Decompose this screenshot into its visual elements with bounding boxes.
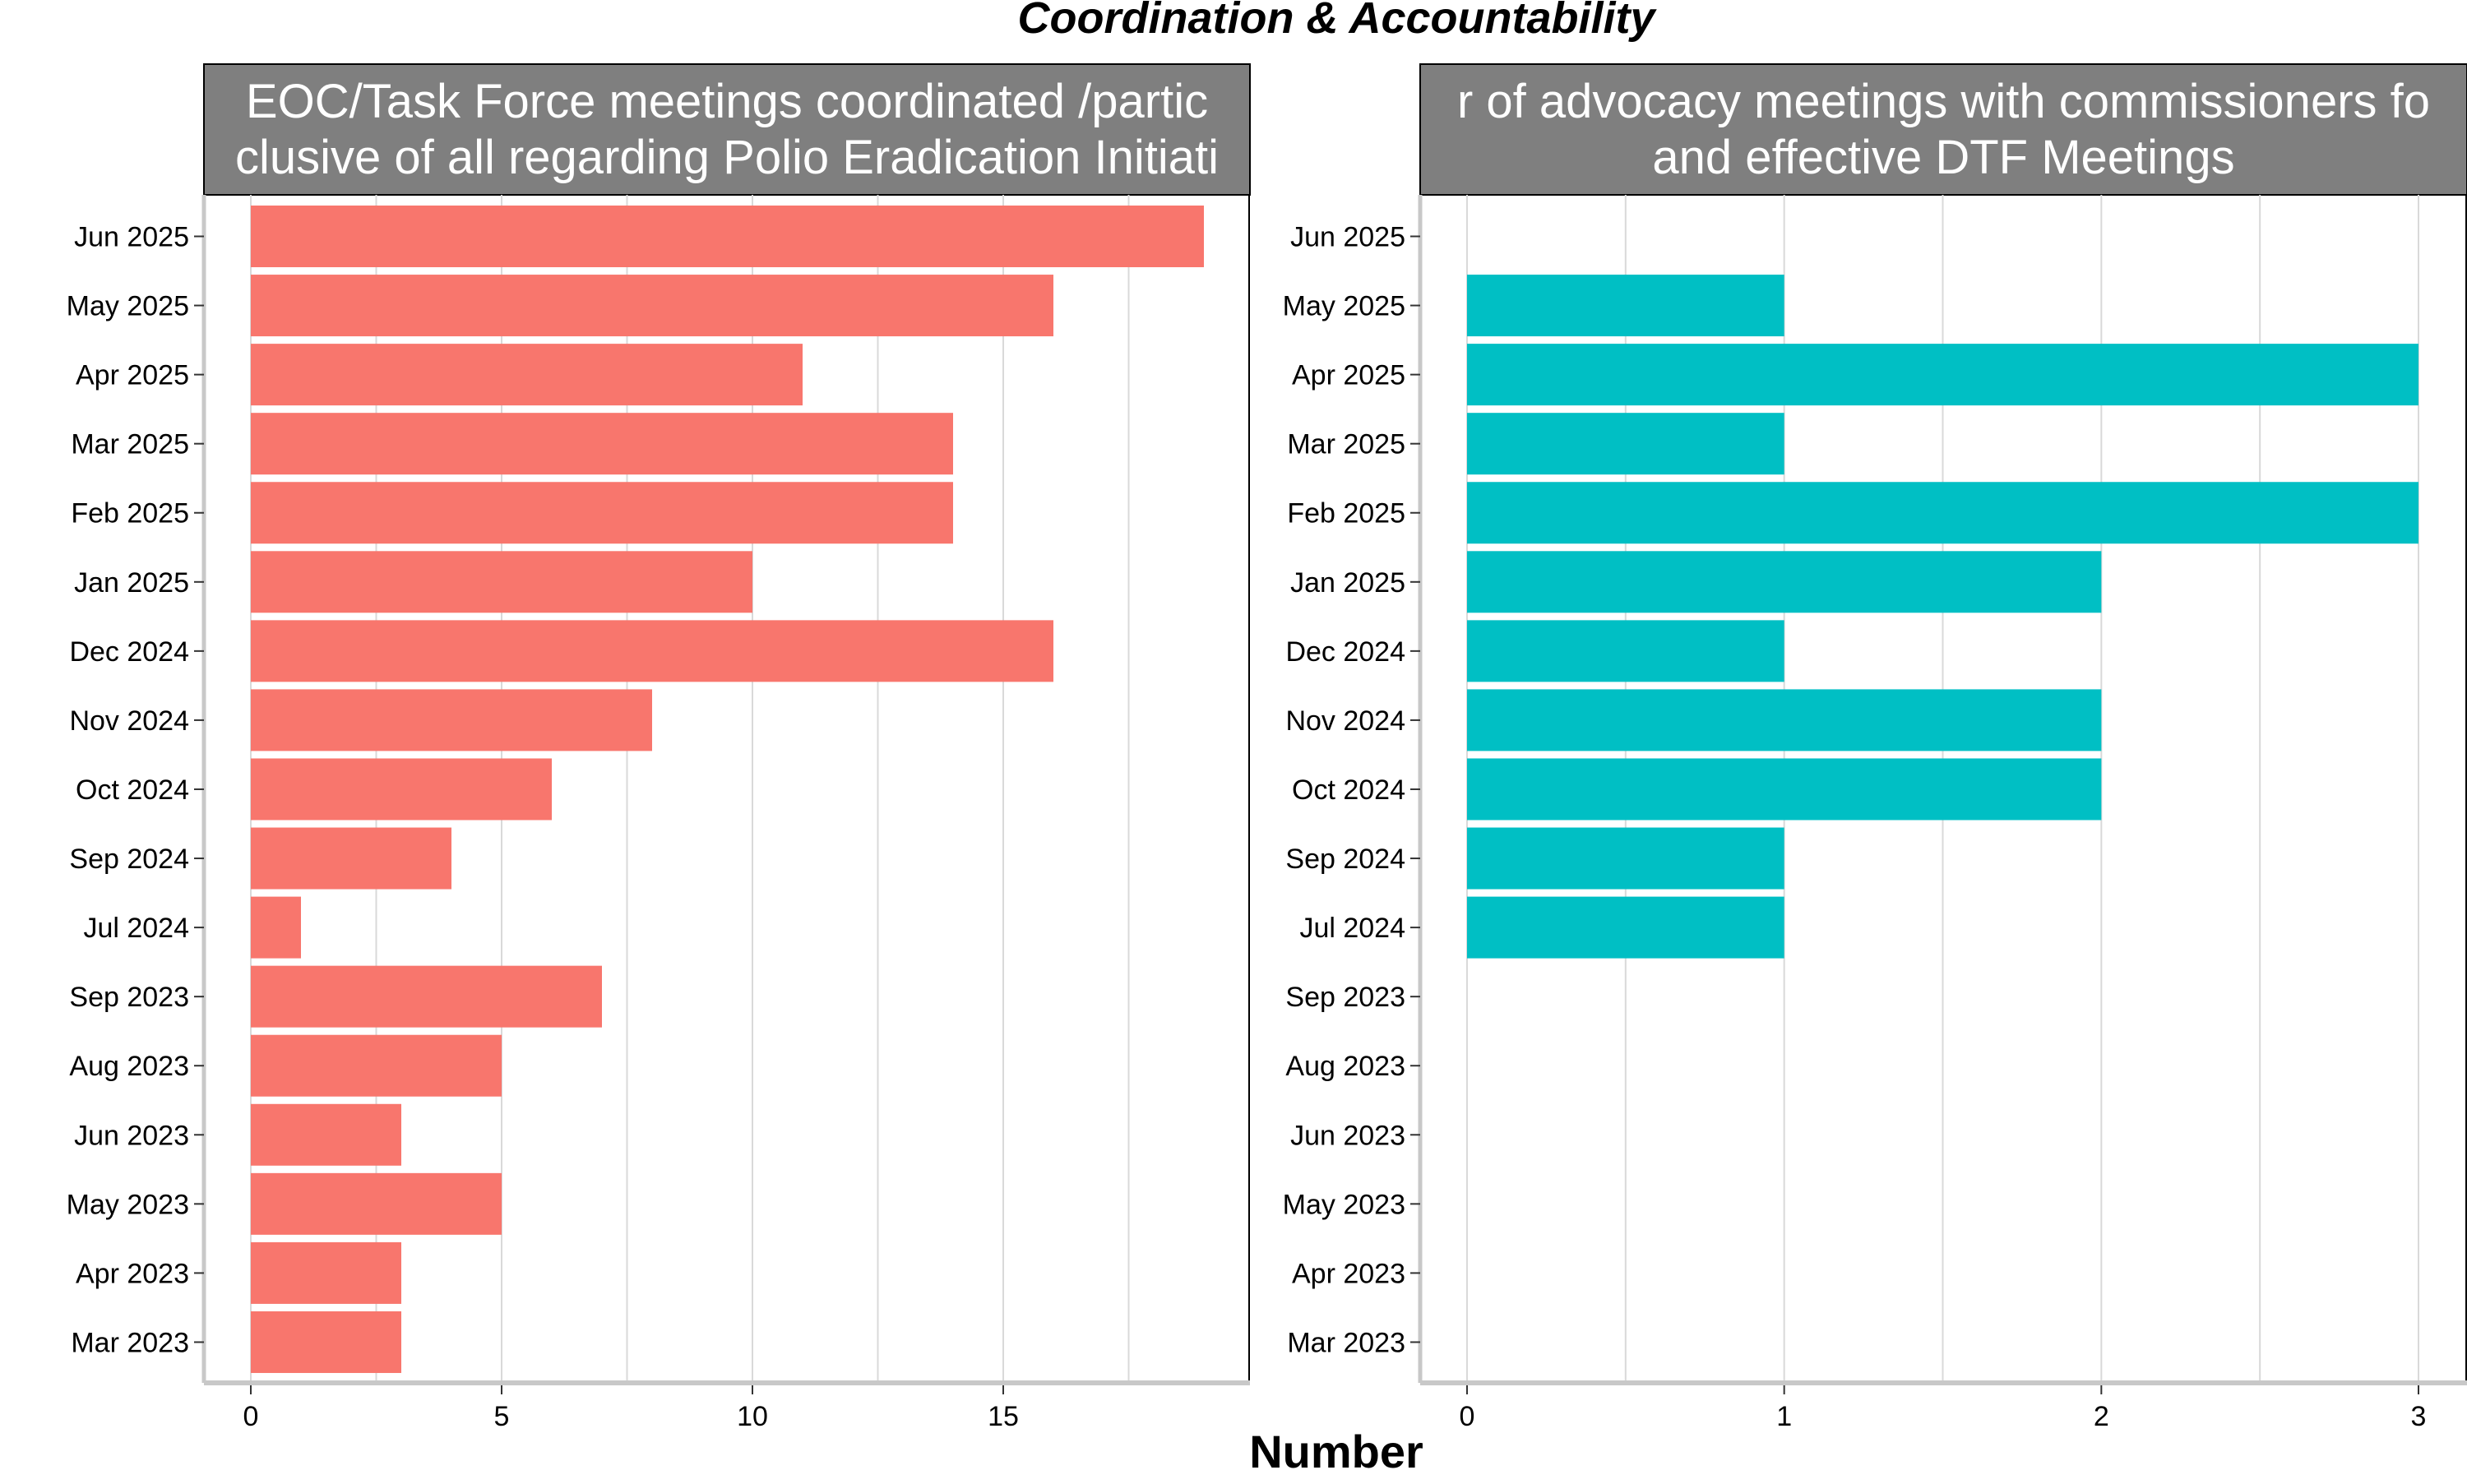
y-tick-label: May 2023 <box>1283 1189 1405 1220</box>
bar-1-jun-2025 <box>251 206 1204 267</box>
y-tick-label: Sep 2024 <box>1285 844 1405 875</box>
x-tick-label: 5 <box>494 1401 510 1432</box>
y-tick-label: Dec 2024 <box>1285 636 1405 668</box>
y-tick-label: Jun 2023 <box>74 1120 189 1151</box>
y-tick-label: Jun 2025 <box>74 222 189 253</box>
panel-2-strip <box>1419 63 2467 196</box>
y-tick-label: Aug 2023 <box>69 1051 189 1082</box>
bar-1-jun-2023 <box>251 1103 401 1166</box>
bar-2-may-2025 <box>1467 275 1784 337</box>
bar-2-feb-2025 <box>1467 482 2418 544</box>
y-tick-label: Nov 2024 <box>1285 705 1405 737</box>
y-tick-label: Jan 2025 <box>74 567 189 599</box>
x-tick-label: 0 <box>1460 1401 1475 1432</box>
y-tick-label: Mar 2023 <box>71 1327 189 1358</box>
y-tick-label: Nov 2024 <box>69 705 189 737</box>
y-tick-label: Oct 2024 <box>1292 774 1405 806</box>
y-tick-label: Jul 2024 <box>83 913 189 944</box>
bar-1-oct-2024 <box>251 758 552 821</box>
y-tick-label: May 2023 <box>67 1189 189 1220</box>
y-tick-label: Jul 2024 <box>1299 913 1405 944</box>
y-tick-label: Mar 2023 <box>1287 1327 1405 1358</box>
y-tick-label: Apr 2025 <box>76 360 189 391</box>
panel-1-strip <box>203 63 1251 196</box>
bar-2-jul-2024 <box>1467 896 1784 959</box>
y-tick-label: Dec 2024 <box>69 636 189 668</box>
bar-1-jul-2024 <box>251 896 301 959</box>
bar-1-aug-2023 <box>251 1034 502 1097</box>
y-tick-label: Sep 2024 <box>69 844 189 875</box>
panel-2-strip-line2: and effective DTF Meetings <box>1652 131 2234 184</box>
bar-2-mar-2025 <box>1467 413 1784 475</box>
bar-1-nov-2024 <box>251 689 652 751</box>
y-tick-label: Oct 2024 <box>76 774 189 806</box>
chart-title: Coordination & Accountability <box>1018 0 1658 43</box>
y-tick-label: Apr 2025 <box>1292 360 1405 391</box>
panels: EOC/Task Force meetings coordinated /par… <box>67 63 2467 1432</box>
x-tick-label: 0 <box>243 1401 259 1432</box>
bar-1-sep-2023 <box>251 965 602 1028</box>
x-tick-label: 15 <box>988 1401 1019 1432</box>
y-tick-label: Apr 2023 <box>1292 1258 1405 1289</box>
x-axis-label: Number <box>1249 1426 1423 1477</box>
bar-1-jan-2025 <box>251 551 752 613</box>
bar-1-mar-2023 <box>251 1311 401 1373</box>
y-tick-label: May 2025 <box>1283 291 1405 322</box>
y-tick-label: Mar 2025 <box>71 429 189 460</box>
y-tick-label: Feb 2025 <box>1287 498 1405 529</box>
panel-1-strip-line2: clusive of all regarding Polio Eradicati… <box>235 131 1219 184</box>
y-tick-label: Aug 2023 <box>1285 1051 1405 1082</box>
bar-2-dec-2024 <box>1467 620 1784 682</box>
panel-1: EOC/Task Force meetings coordinated /par… <box>67 63 1251 1432</box>
bar-1-dec-2024 <box>251 620 1053 682</box>
y-tick-label: Sep 2023 <box>69 982 189 1013</box>
x-tick-label: 10 <box>737 1401 768 1432</box>
bar-1-may-2023 <box>251 1172 502 1235</box>
y-tick-label: May 2025 <box>67 291 189 322</box>
y-tick-label: Jun 2025 <box>1290 222 1405 253</box>
x-tick-label: 1 <box>1776 1401 1792 1432</box>
y-tick-label: Mar 2025 <box>1287 429 1405 460</box>
panel-2-strip-line1: r of advocacy meetings with commissioner… <box>1457 75 2430 128</box>
bar-2-jan-2025 <box>1467 551 2102 613</box>
x-tick-label: 3 <box>2411 1401 2427 1432</box>
y-tick-label: Feb 2025 <box>71 498 189 529</box>
y-tick-label: Apr 2023 <box>76 1258 189 1289</box>
bar-1-feb-2025 <box>251 482 953 544</box>
panel-2: r of advocacy meetings with commissioner… <box>1283 63 2467 1432</box>
panel-1-strip-line1: EOC/Task Force meetings coordinated /par… <box>246 75 1208 128</box>
y-tick-label: Jun 2023 <box>1290 1120 1405 1151</box>
bar-1-apr-2023 <box>251 1241 401 1304</box>
bar-2-sep-2024 <box>1467 827 1784 890</box>
bar-2-apr-2025 <box>1467 344 2418 406</box>
bar-1-sep-2024 <box>251 827 451 890</box>
y-tick-label: Sep 2023 <box>1285 982 1405 1013</box>
bar-1-may-2025 <box>251 275 1053 337</box>
bar-2-nov-2024 <box>1467 689 2102 751</box>
y-tick-label: Jan 2025 <box>1290 567 1405 599</box>
bar-1-mar-2025 <box>251 413 953 475</box>
x-tick-label: 2 <box>2094 1401 2109 1432</box>
bar-1-apr-2025 <box>251 344 803 406</box>
bar-2-oct-2024 <box>1467 758 2102 821</box>
